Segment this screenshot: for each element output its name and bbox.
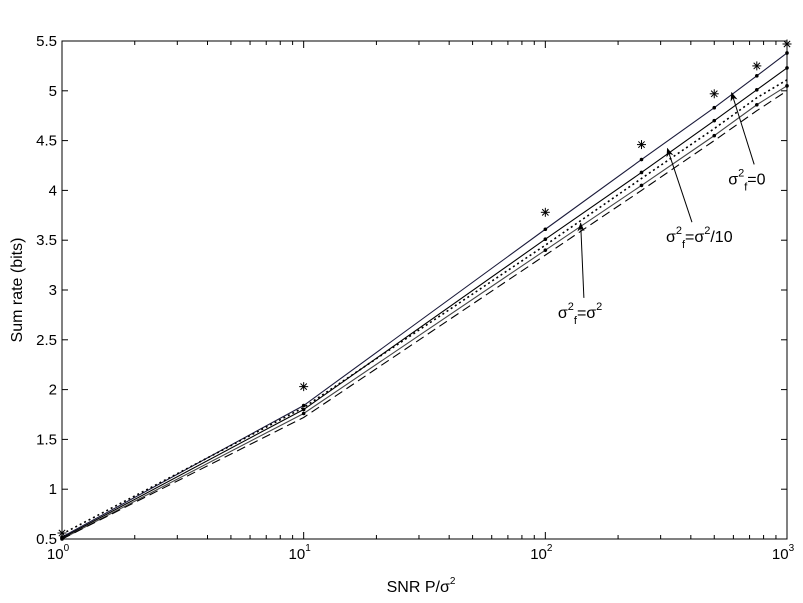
x-axis-label-main: SNR P/σ: [387, 579, 450, 596]
series-point: [301, 411, 306, 416]
y-tick-label: 2: [49, 382, 57, 399]
series-line-1: [61, 52, 788, 538]
x-tick-label: 101: [289, 543, 312, 563]
y-tick-label: 0.5: [36, 531, 57, 548]
star-stroke: [541, 208, 549, 216]
x-tick-label-base: 10: [47, 546, 64, 563]
ann-mid: =σ: [577, 305, 596, 322]
series-point: [712, 133, 717, 138]
y-tick-label: 5.5: [36, 33, 57, 50]
x-tick-label-exp: 1: [305, 543, 311, 554]
y-tick-label: 1.5: [36, 431, 57, 448]
ann-post: =0: [747, 171, 765, 188]
annotation-arrow-3: [577, 222, 585, 298]
series-point: [755, 88, 759, 92]
series-point: [755, 74, 759, 78]
star-stroke: [637, 141, 646, 149]
x-tick-label: 100: [47, 543, 70, 563]
annotation-label-2: σ2f=σ2/10: [666, 225, 733, 251]
ann-sub: f: [574, 315, 578, 327]
x-tick-label-exp: 2: [547, 543, 553, 554]
x-tick-label-base: 10: [772, 546, 789, 563]
ann-sigma: σ: [728, 171, 738, 188]
star-stroke: [753, 62, 761, 70]
series-point: [712, 105, 717, 110]
ann-sup2: 2: [704, 225, 710, 237]
annotation-label-3: σ2f=σ2: [558, 301, 602, 327]
ann-sup: 2: [738, 167, 744, 179]
axes-frame: [61, 40, 788, 540]
y-tick-label: 3.5: [36, 232, 57, 249]
annotation-label-1: σ2f=0: [728, 167, 765, 193]
annotation-arrow-1: [730, 91, 755, 165]
series-point: [755, 102, 759, 107]
series-point: [543, 248, 548, 252]
y-tick-label: 4.5: [36, 133, 57, 150]
y-axis-label: Sum rate (bits): [9, 238, 26, 343]
series-point: [543, 237, 548, 242]
ann-mid: =σ: [685, 229, 704, 246]
series-point: [639, 170, 644, 175]
x-tick-label-exp: 0: [64, 543, 70, 554]
ann-sup: 2: [568, 301, 574, 313]
x-tick-label-exp: 3: [789, 543, 795, 554]
x-axis-label-sup: 2: [450, 576, 456, 587]
series-point: [785, 84, 789, 88]
series-line-5: [61, 90, 788, 540]
plot-area: [61, 40, 788, 540]
ann-sigma: σ: [558, 305, 568, 322]
x-tick-label: 103: [772, 543, 795, 563]
y-tick-label: 2.5: [36, 332, 57, 349]
y-tick-label: 3: [49, 282, 57, 299]
series-point: [712, 118, 717, 123]
ann-sub: f: [744, 181, 748, 193]
annotation-arrow-2: [666, 147, 693, 223]
ann-sub: f: [682, 239, 686, 251]
ann-sup: 2: [676, 225, 682, 237]
series-point: [639, 183, 644, 188]
star-point: [540, 207, 550, 217]
y-tick-label: 5: [49, 83, 57, 100]
star-stroke: [710, 90, 718, 98]
series-point: [785, 66, 789, 70]
x-axis-label: SNR P/σ2: [387, 576, 456, 596]
y-tick-label: 1: [49, 481, 57, 498]
ann-sigma: σ: [666, 229, 676, 246]
x-tick-label: 102: [530, 543, 553, 563]
star-point: [709, 89, 719, 99]
star-point: [637, 140, 647, 150]
series-point: [639, 157, 644, 162]
ann-sup2: 2: [596, 301, 602, 313]
series-point: [301, 403, 306, 408]
x-tick-label-base: 10: [289, 546, 306, 563]
series-layer: [57, 39, 792, 541]
series-point: [785, 51, 789, 55]
y-tick-label: 4: [49, 182, 57, 199]
series-point: [543, 227, 548, 232]
x-tick-label-base: 10: [530, 546, 547, 563]
series-line-2: [61, 67, 788, 539]
ann-post: /10: [710, 229, 732, 246]
series-line-3: [61, 79, 788, 535]
star-point: [299, 382, 309, 392]
star-point: [752, 61, 762, 71]
star-stroke: [300, 383, 308, 391]
